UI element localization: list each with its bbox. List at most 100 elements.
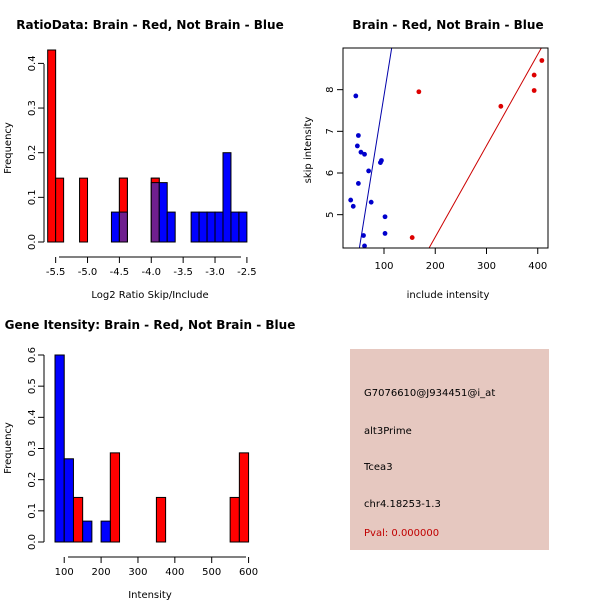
ratio-bar-blue (238, 211, 248, 243)
ratio-bar-blue (222, 152, 232, 243)
scatter-x-tick-label: 400 (528, 261, 547, 272)
scatter-point-blue (366, 168, 372, 174)
scatter-point-blue (353, 93, 359, 99)
p-value: Pval: 0.000000 (364, 528, 439, 539)
scatter-point-blue (361, 233, 366, 238)
ratio-bar-red (47, 49, 57, 243)
scatter-point-blue (362, 243, 367, 249)
scatter-point-red (539, 58, 545, 63)
gene-x-tick-label: 300 (128, 567, 147, 578)
ratio-x-tick-label: -3.0 (205, 267, 225, 278)
ratio-bar-blue (230, 211, 240, 243)
gene-y-tick-label: 0.1 (27, 503, 38, 519)
scatter-point-red (409, 235, 415, 240)
scatter-point-blue (378, 160, 383, 165)
gene-y-tick-label: 0.4 (27, 409, 38, 425)
ratio-y-ticks: 0.0 0.1 0.2 0.3 0.4 (27, 55, 44, 250)
gene-chart-xlabel: Intensity (128, 590, 172, 600)
gene-y-tick-label: 0.6 (27, 347, 38, 363)
scatter-point-blue (348, 197, 354, 203)
scatter-point-blue (355, 133, 361, 138)
probe-id: G7076610@J934451@i_at (364, 388, 495, 399)
ratio-bar-blue (190, 211, 200, 243)
scatter-x-tick-label: 200 (426, 261, 445, 272)
gene-bar-blue (82, 520, 93, 543)
gene-bar-red (72, 496, 84, 543)
gene-bar-blue (54, 354, 65, 543)
ratio-x-tick-label: -4.5 (110, 267, 130, 278)
genomic-location: chr4.18253-1.3 (364, 499, 441, 510)
gene-bar-red (109, 452, 121, 543)
ratio-bars (47, 49, 248, 243)
ratio-chart-title: RatioData: Brain - Red, Not Brain - Blue (16, 18, 283, 32)
gene-x-tick-label: 200 (92, 567, 111, 578)
scatter-point-blue (355, 181, 361, 186)
scatter-fit-line-red (428, 48, 542, 248)
ratio-bar-blue (110, 211, 120, 243)
gene-bar-blue (63, 458, 74, 543)
scatter-x-tick-label: 300 (477, 261, 496, 272)
gene-histogram-panel: Gene Itensity: Brain - Red, Not Brain - … (3, 318, 296, 601)
intensity-scatter-panel: Brain - Red, Not Brain - Blue include in… (303, 18, 549, 301)
scatter-point-blue (368, 199, 374, 205)
ratio-y-tick-label: 0.1 (27, 189, 38, 205)
info-panel-background (350, 349, 549, 550)
scatter-y-tick-label: 6 (325, 170, 336, 176)
scatter-point-red (531, 72, 537, 78)
scatter-points (348, 58, 545, 249)
ratio-x-ticks: -5.5 -5.0 -4.5 -4.0 -3.5 -3.0 -2.5 (46, 257, 257, 278)
gene-chart-ylabel: Frequency (3, 422, 14, 474)
scatter-y-tick-label: 5 (325, 211, 336, 217)
scatter-point-blue (358, 149, 364, 155)
scatter-point-red (416, 89, 422, 95)
ratio-x-tick-label: -5.5 (46, 267, 66, 278)
ratio-y-tick-label: 0.0 (27, 234, 38, 250)
gene-name: Tcea3 (363, 462, 393, 473)
gene-bars (54, 354, 250, 543)
scatter-point-blue (382, 231, 388, 236)
gene-y-tick-label: 0.5 (27, 378, 38, 394)
gene-y-tick-label: 0.3 (27, 441, 38, 457)
ratio-y-tick-label: 0.3 (27, 100, 38, 116)
gene-x-tick-label: 400 (165, 567, 184, 578)
gene-chart-title: Gene Itensity: Brain - Red, Not Brain - … (5, 318, 296, 332)
ratio-histogram-panel: RatioData: Brain - Red, Not Brain - Blue… (3, 18, 284, 301)
ratio-bar-blue (198, 211, 208, 243)
ratio-bar-overlap (118, 211, 128, 243)
ratio-bar-blue (166, 211, 176, 243)
gene-y-tick-label: 0.0 (27, 534, 38, 550)
ratio-bar-blue (206, 211, 216, 243)
ratio-x-tick-label: -2.5 (237, 267, 257, 278)
scatter-x-tick-label: 100 (374, 261, 393, 272)
info-panel: G7076610@J934451@i_at alt3Prime Tcea3 ch… (350, 349, 549, 550)
ratio-y-tick-label: 0.2 (27, 145, 38, 161)
gene-x-tick-label: 100 (55, 567, 74, 578)
ratio-x-tick-label: -5.0 (78, 267, 98, 278)
scatter-point-blue (382, 214, 388, 220)
gene-bar-red (238, 452, 250, 543)
gene-y-tick-label: 0.2 (27, 472, 38, 488)
scatter-point-blue (362, 151, 367, 157)
gene-bar-red (229, 496, 240, 543)
scatter-point-red (531, 88, 537, 93)
gene-x-tick-label: 600 (239, 567, 258, 578)
ratio-bar-blue (158, 182, 168, 243)
scatter-point-red (498, 103, 504, 109)
scatter-x-ticks: 100 200 300 400 (374, 248, 547, 272)
ratio-bar-red (79, 177, 89, 243)
gene-y-ticks: 0.0 0.1 0.2 0.3 0.4 0.5 0.6 (27, 347, 44, 550)
event-type: alt3Prime (364, 426, 412, 437)
scatter-chart-xlabel: include intensity (407, 290, 490, 301)
ratio-x-tick-label: -4.0 (142, 267, 162, 278)
gene-x-tick-label: 500 (202, 567, 221, 578)
ratio-y-tick-label: 0.4 (27, 55, 38, 71)
gene-bar-red (155, 496, 167, 543)
gene-x-ticks: 100 200 300 400 500 600 (55, 557, 258, 578)
ratio-bar-overlap (150, 182, 160, 243)
scatter-plot-box (342, 47, 549, 249)
scatter-point-blue (350, 203, 356, 209)
ratio-chart-xlabel: Log2 Ratio Skip/Include (91, 290, 208, 301)
scatter-chart-ylabel: skip intensity (303, 117, 314, 184)
